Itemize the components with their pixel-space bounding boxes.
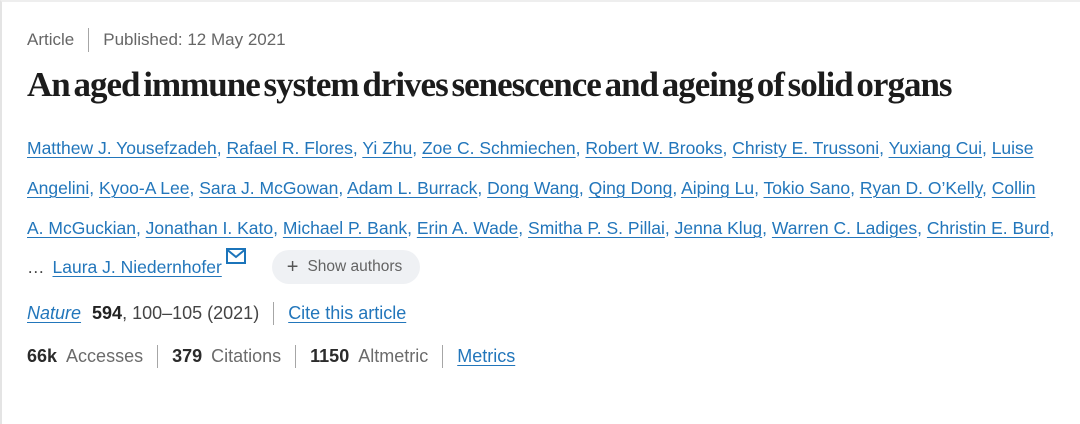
corresponding-author-link[interactable]: Laura J. Niedernhofer (52, 256, 222, 277)
author-link[interactable]: Jonathan I. Kato (145, 218, 274, 238)
citation-row: Nature 594 , 100–105 (2021) Cite this ar… (27, 302, 1055, 325)
author-separator: , (879, 138, 889, 158)
published-date-label: Published: 12 May 2021 (103, 30, 286, 49)
author-link[interactable]: Michael P. Bank (282, 218, 408, 238)
author-link[interactable]: Tokio Sano (763, 178, 851, 198)
page-title: An aged immune system drives senescence … (27, 65, 953, 104)
author-separator: , (189, 178, 200, 198)
show-authors-button[interactable]: + Show authors (271, 250, 421, 284)
author-separator: , (982, 178, 992, 198)
author-link[interactable]: Jenna Klug (674, 218, 763, 238)
show-authors-label: Show authors (307, 258, 403, 275)
authors-last-row: … Laura J. Niedernhofer + Show authors (27, 247, 1055, 284)
authors-ellipsis: … (27, 256, 45, 277)
author-link[interactable]: Dong Wang (487, 178, 579, 198)
author-link[interactable]: Qing Dong (588, 178, 673, 198)
author-separator: , (575, 138, 586, 158)
article-meta-row: Article Published: 12 May 2021 (27, 28, 1055, 52)
cite-this-article-link[interactable]: Cite this article (288, 303, 407, 323)
author-separator: , (273, 218, 283, 238)
author-link[interactable]: Kyoo-A Lee (99, 178, 190, 198)
author-separator: , (89, 178, 100, 198)
author-separator: , (407, 218, 417, 238)
author-link[interactable]: Adam L. Burrack (347, 178, 478, 198)
accesses-label: Accesses (66, 346, 144, 366)
author-link[interactable]: Zoe C. Schmiechen (421, 138, 576, 158)
author-separator: , (981, 138, 992, 158)
metric-accesses: 66k Accesses (27, 346, 143, 367)
author-separator: , (352, 138, 363, 158)
citations-label: Citations (211, 346, 282, 366)
author-list: Matthew J. Yousefzadeh, Rafael R. Flores… (27, 128, 1055, 248)
author-link[interactable]: Aiping Lu (681, 178, 755, 198)
journal-link[interactable]: Nature (27, 303, 82, 323)
altmetric-label: Altmetric (358, 346, 429, 366)
author-separator: , (135, 218, 146, 238)
author-separator: , (216, 138, 227, 158)
author-link[interactable]: Erin A. Wade (416, 218, 519, 238)
author-link[interactable]: Robert W. Brooks (585, 138, 723, 158)
author-link[interactable]: Yi Zhu (362, 138, 413, 158)
envelope-icon[interactable] (225, 247, 246, 269)
author-link[interactable]: Smitha P. S. Pillai (528, 218, 665, 238)
metric-altmetric: 1150 Altmetric (310, 346, 428, 367)
citation-pages: , 100–105 (2021) (122, 303, 260, 323)
meta-divider (88, 28, 90, 52)
metrics-row: 66k Accesses 379 Citations 1150 Altmetri… (27, 345, 1055, 368)
author-separator: , (762, 218, 772, 238)
citation-volume: 594 (92, 303, 123, 323)
author-separator: , (1049, 218, 1055, 238)
author-link[interactable]: Christy E. Trussoni (732, 138, 880, 158)
author-separator: , (338, 178, 348, 198)
metrics-divider-1 (157, 345, 159, 368)
accesses-value: 66k (27, 346, 58, 366)
citations-value: 379 (172, 346, 203, 366)
author-link[interactable]: Ryan D. O’Kelly (859, 178, 983, 198)
author-separator: , (722, 138, 733, 158)
author-separator: , (917, 218, 927, 238)
metrics-link[interactable]: Metrics (457, 346, 516, 366)
author-separator: , (672, 178, 682, 198)
author-separator: , (477, 178, 488, 198)
author-separator: , (664, 218, 675, 238)
author-link[interactable]: Sara J. McGowan (199, 178, 339, 198)
author-separator: , (578, 178, 589, 198)
author-link[interactable]: Warren C. Ladiges (771, 218, 918, 238)
citation-divider (273, 302, 275, 325)
author-link[interactable]: Yuxiang Cui (888, 138, 982, 158)
author-link[interactable]: Christin E. Burd (926, 218, 1050, 238)
author-link[interactable]: Rafael R. Flores (226, 138, 353, 158)
author-separator: , (518, 218, 529, 238)
altmetric-value: 1150 (310, 346, 350, 366)
author-link[interactable]: Matthew J. Yousefzadeh (27, 138, 217, 158)
author-separator: , (412, 138, 422, 158)
metric-citations: 379 Citations (172, 346, 281, 367)
plus-icon: + (286, 256, 299, 278)
article-type-label: Article (27, 30, 75, 49)
metrics-divider-2 (295, 345, 297, 368)
author-link[interactable]: Luise Angelini (27, 138, 1034, 198)
author-link[interactable]: Collin A. McGuckian (27, 178, 1036, 238)
metrics-divider-3 (442, 345, 444, 368)
author-separator: , (850, 178, 860, 198)
author-separator: , (754, 178, 764, 198)
